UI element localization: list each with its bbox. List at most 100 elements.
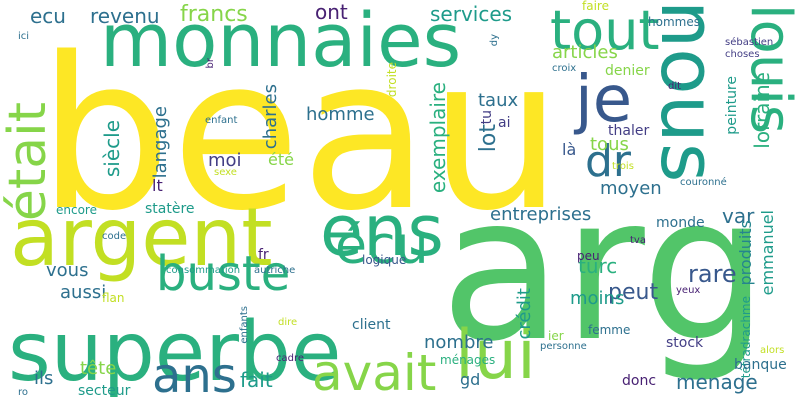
word: droite (385, 62, 399, 98)
word: choses (725, 49, 760, 60)
word: client (352, 317, 391, 333)
word: tu (479, 110, 495, 125)
word: là (562, 140, 577, 159)
word: monnaies (100, 0, 462, 84)
word: francs (180, 2, 248, 27)
word: louis (738, 4, 800, 135)
word: dr (585, 136, 632, 187)
word: logique (362, 253, 407, 267)
word: ens (320, 190, 444, 272)
word: donc (622, 373, 657, 389)
word: thaler (608, 123, 650, 139)
word: superbe (8, 305, 342, 400)
word: siècle (100, 120, 124, 178)
word: denier (605, 63, 650, 79)
word: beau (38, 12, 563, 257)
word: avait (312, 344, 437, 400)
word: nombre (424, 332, 494, 353)
word: br (205, 58, 216, 69)
word: dire (278, 317, 298, 328)
word: langage (150, 106, 171, 179)
word: sexe (214, 167, 237, 178)
word: encore (56, 203, 97, 217)
word: tous (590, 134, 629, 155)
word: couronné (680, 177, 727, 188)
word: écu (335, 216, 429, 276)
word: sébastien (725, 37, 774, 48)
word: moi (208, 150, 242, 171)
word: flan (102, 291, 125, 305)
word: aussi (60, 282, 107, 303)
word: dy (489, 34, 500, 47)
word: fr (258, 247, 269, 263)
word: gd (460, 370, 481, 389)
word: était (0, 102, 58, 222)
word: argent (10, 191, 273, 284)
word: charles (260, 84, 281, 150)
word: revenu (90, 4, 160, 28)
word: cadre (276, 353, 305, 364)
word: trois (612, 161, 634, 172)
word: ils (34, 368, 54, 389)
word: moyen (600, 178, 662, 199)
word: tout (550, 0, 660, 62)
word: je (575, 63, 633, 137)
word: enfants (239, 306, 250, 344)
word: stock (666, 335, 704, 351)
word: ans (152, 348, 237, 400)
word: code (102, 231, 127, 242)
word: lt (152, 176, 163, 195)
word: rare (688, 260, 737, 288)
word: menage (676, 370, 758, 394)
word: tva (630, 235, 646, 246)
word: var (722, 204, 755, 228)
word: turc (578, 254, 618, 278)
word: produits (736, 220, 755, 286)
word: peinture (724, 76, 740, 135)
word: fait (240, 368, 273, 392)
word: emmanuel (758, 210, 777, 296)
word: autriche (254, 265, 296, 276)
word: ro (18, 387, 29, 398)
word: banque (734, 357, 787, 373)
word: services (430, 2, 513, 26)
word: ai (498, 115, 511, 131)
word: croix (552, 63, 577, 74)
word: faire (582, 0, 609, 13)
word: buste (156, 246, 291, 302)
word: ier (548, 329, 564, 343)
word: ont (315, 0, 348, 24)
word: enfant (205, 115, 238, 126)
word: arg (440, 153, 769, 386)
word: peu (577, 249, 600, 263)
word: crédit (514, 288, 535, 340)
word: exemplaire (426, 82, 450, 194)
word: personne (540, 341, 587, 352)
word: lorraine (750, 72, 774, 149)
word: femme (588, 323, 631, 337)
word: articles (552, 42, 618, 63)
word: été (268, 150, 294, 169)
word: nous (644, 0, 733, 183)
word: dit (668, 81, 682, 92)
word: ici (18, 31, 30, 42)
word: hommes (648, 15, 700, 29)
word: lot (476, 124, 501, 153)
word: peut (608, 280, 659, 305)
word: yeux (676, 285, 701, 296)
word: homme (306, 104, 375, 125)
word: ecu (30, 4, 66, 28)
word: consommation (166, 265, 241, 276)
word: alors (760, 345, 785, 356)
word: lui (455, 316, 536, 395)
word: entreprises (490, 204, 592, 225)
word: statère (145, 201, 195, 217)
word: ménages (440, 353, 496, 367)
word: monde (656, 215, 705, 231)
word: tête (80, 358, 117, 379)
word: vous (46, 260, 89, 281)
word: moins (570, 288, 625, 309)
word: taux (478, 90, 519, 111)
word: secteur (78, 383, 131, 399)
